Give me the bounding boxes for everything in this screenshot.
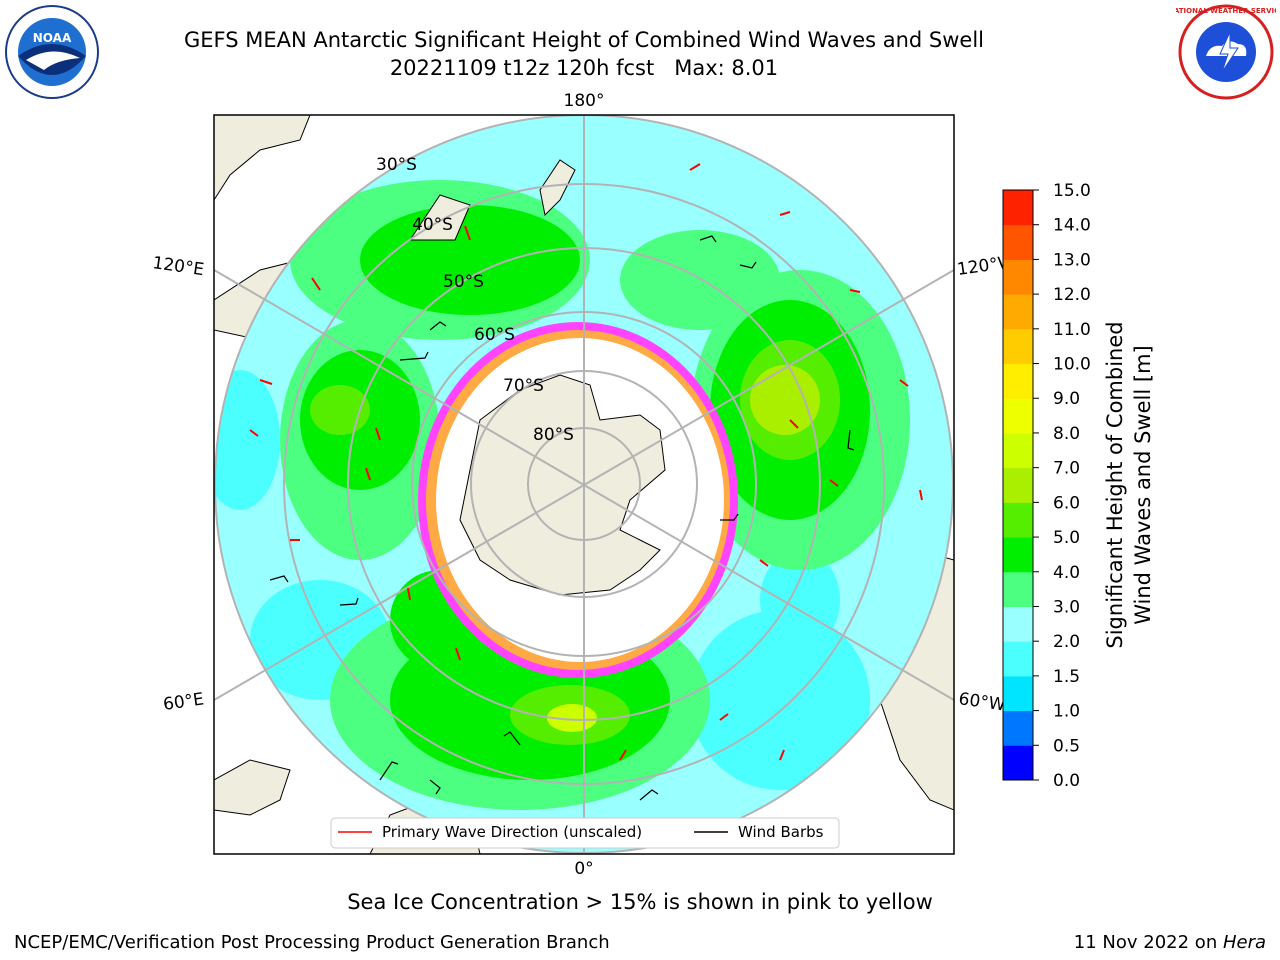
colorbar-segment — [1003, 363, 1033, 399]
colorbar-segment — [1003, 537, 1033, 573]
chart-title: GEFS MEAN Antarctic Significant Height o… — [0, 26, 1168, 82]
colorbar-tick-label: 9.0 — [1053, 389, 1080, 409]
footer-date: 11 Nov 2022 on Hera — [1074, 932, 1266, 953]
antarctica — [459, 374, 666, 596]
lon-label-bottom: 0° — [574, 859, 593, 879]
colorbar-tick-label: 15.0 — [1053, 181, 1091, 201]
map-area: Primary Wave Direction (unscaled) Wind B… — [214, 115, 954, 854]
colorbar-segment — [1003, 710, 1033, 746]
footer-date-text: 11 Nov 2022 on — [1073, 932, 1223, 953]
colorbar-tick-label: 3.0 — [1053, 597, 1080, 617]
title-line-1: GEFS MEAN Antarctic Significant Height o… — [183, 28, 985, 52]
colorbar-tick-label: 6.0 — [1053, 493, 1080, 513]
wind-barbs — [269, 235, 855, 801]
colorbar-tick-label: 1.0 — [1053, 702, 1080, 722]
colorbar-segment — [1003, 675, 1033, 712]
lat-label-50: 50°S — [443, 272, 484, 292]
colorbar-segment — [1003, 190, 1033, 226]
colorbar-segment — [1003, 328, 1033, 365]
lon-label-top: 180° — [564, 91, 605, 111]
colorbar-segment — [1003, 745, 1033, 781]
colorbar-segment — [1003, 294, 1033, 330]
colorbar-segment — [1003, 606, 1033, 642]
lat-label-60: 60°S — [474, 325, 515, 345]
legend-wave-label: Primary Wave Direction (unscaled) — [382, 823, 642, 841]
colorbar-segment — [1003, 432, 1033, 469]
noaa-logo: NOAA — [5, 5, 99, 99]
lon-label-lower-right: 60°W — [957, 689, 1006, 715]
colorbar-tick-label: 0.5 — [1053, 736, 1080, 756]
colorbar-tick-label: 4.0 — [1053, 563, 1080, 583]
legend-barb-label: Wind Barbs — [738, 823, 824, 841]
colorbar-segment — [1003, 224, 1033, 260]
colorbar-tick-label: 2.0 — [1053, 632, 1080, 652]
wave-direction-arrows — [249, 163, 923, 761]
title-line-2: 20221109 t12z 120h fcst Max: 8.01 — [389, 56, 779, 80]
colorbar-segment — [1003, 641, 1033, 677]
nws-logo: NATIONAL WEATHER SERVICE — [1176, 4, 1276, 100]
nws-logo-text: NATIONAL WEATHER SERVICE — [1176, 7, 1276, 15]
colorbar-segment — [1003, 467, 1033, 503]
colorbar-tick-label: 10.0 — [1053, 355, 1091, 375]
colorbar-segment — [1003, 398, 1033, 434]
colorbar-segment — [1003, 259, 1033, 295]
colorbar-tick-label: 5.0 — [1053, 528, 1080, 548]
colorbar-label-line-1: Significant Height of Combined — [1103, 321, 1127, 648]
lat-label-80: 80°S — [533, 425, 574, 445]
lat-label-30: 30°S — [376, 155, 417, 175]
colorbar-tick-label: 8.0 — [1053, 424, 1080, 444]
colorbar-tick-label: 12.0 — [1053, 285, 1091, 305]
colorbar-label-line-2: Wind Waves and Swell [m] — [1131, 345, 1155, 625]
colorbar-tick-label: 14.0 — [1053, 216, 1091, 236]
colorbar-tick-label: 1.5 — [1053, 667, 1080, 687]
lon-label-lower-left: 60°E — [162, 689, 205, 714]
map-frame — [213, 114, 955, 855]
lat-label-70: 70°S — [503, 376, 544, 396]
colorbar-tick-label: 13.0 — [1053, 250, 1091, 270]
colorbar-tick-label: 7.0 — [1053, 459, 1080, 479]
footer-machine: Hera — [1222, 932, 1266, 953]
map-legend: Primary Wave Direction (unscaled) Wind B… — [330, 817, 840, 849]
footer-branch: NCEP/EMC/Verification Post Processing Pr… — [14, 932, 610, 953]
lat-label-40: 40°S — [412, 215, 453, 235]
graticule — [214, 115, 954, 854]
sea-ice-note: Sea Ice Concentration > 15% is shown in … — [347, 890, 933, 914]
noaa-logo-text: NOAA — [33, 31, 72, 45]
colorbar-segment — [1003, 571, 1033, 607]
lon-label-upper-left: 120°E — [151, 253, 205, 280]
colorbar: 0.0 0.5 1.0 1.5 2.0 3.0 4.0 5.0 6.0 7.0 8.0 9.0 10.0… — [1002, 181, 1091, 791]
colorbar-tick-label: 11.0 — [1053, 320, 1091, 340]
colorbar-frame — [1002, 189, 1034, 781]
colorbar-tick-label: 0.0 — [1053, 771, 1080, 791]
colorbar-segment — [1003, 502, 1033, 538]
